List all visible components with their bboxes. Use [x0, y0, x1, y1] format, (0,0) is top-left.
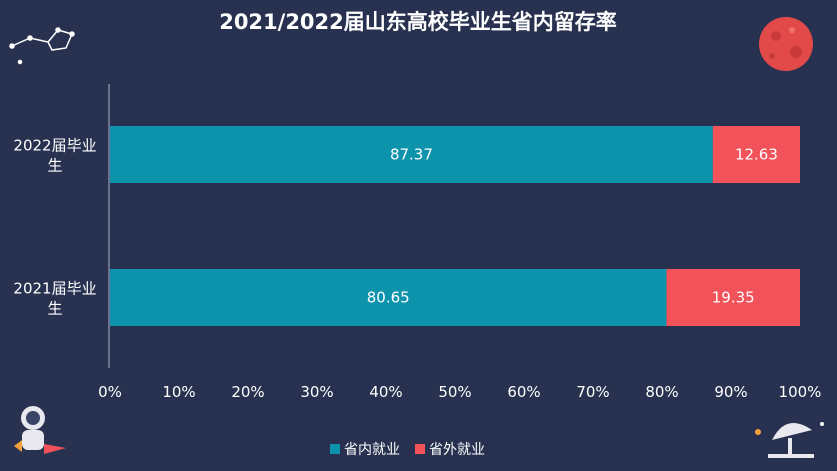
x-tick-label: 40%	[369, 383, 402, 401]
legend-label: 省内就业	[344, 442, 400, 458]
category-labels: 2022届毕业生 2021届毕业生	[13, 137, 96, 318]
bar-segment	[110, 126, 713, 183]
constellation-icon	[9, 27, 75, 65]
data-label: 87.37	[390, 146, 433, 164]
chart-title: 2021/2022届山东高校毕业生省内留存率	[219, 10, 617, 34]
x-tick-label: 100%	[779, 383, 822, 401]
x-tick-label: 10%	[162, 383, 195, 401]
x-tick-label: 0%	[98, 383, 122, 401]
x-tick-label: 50%	[438, 383, 471, 401]
x-tick-labels: 0% 10% 20% 30% 40% 50% 60% 70% 80% 90% 100%	[98, 383, 821, 401]
bars	[110, 126, 800, 326]
bar-segment	[712, 126, 800, 183]
legend-swatch	[415, 444, 425, 454]
x-tick-label: 80%	[645, 383, 678, 401]
x-tick-label: 20%	[231, 383, 264, 401]
astronaut-icon	[14, 406, 66, 454]
legend-label: 省外就业	[429, 442, 485, 458]
category-label: 2022届毕业生	[13, 137, 96, 175]
category-label: 2021届毕业生	[13, 280, 96, 318]
x-tick-label: 90%	[714, 383, 747, 401]
planet-icon	[759, 17, 813, 71]
bar-segment	[110, 269, 667, 326]
x-tick-label: 60%	[507, 383, 540, 401]
bar-segment	[666, 269, 800, 326]
legend-swatch	[330, 444, 340, 454]
x-tick-label: 70%	[576, 383, 609, 401]
satellite-dish-icon	[755, 422, 824, 458]
legend: 省内就业 省外就业	[330, 442, 485, 458]
x-tick-label: 30%	[300, 383, 333, 401]
data-label: 19.35	[712, 289, 755, 307]
data-label: 80.65	[367, 289, 410, 307]
data-label: 12.63	[735, 146, 778, 164]
value-labels: 87.37 12.63 80.65 19.35	[367, 146, 778, 307]
